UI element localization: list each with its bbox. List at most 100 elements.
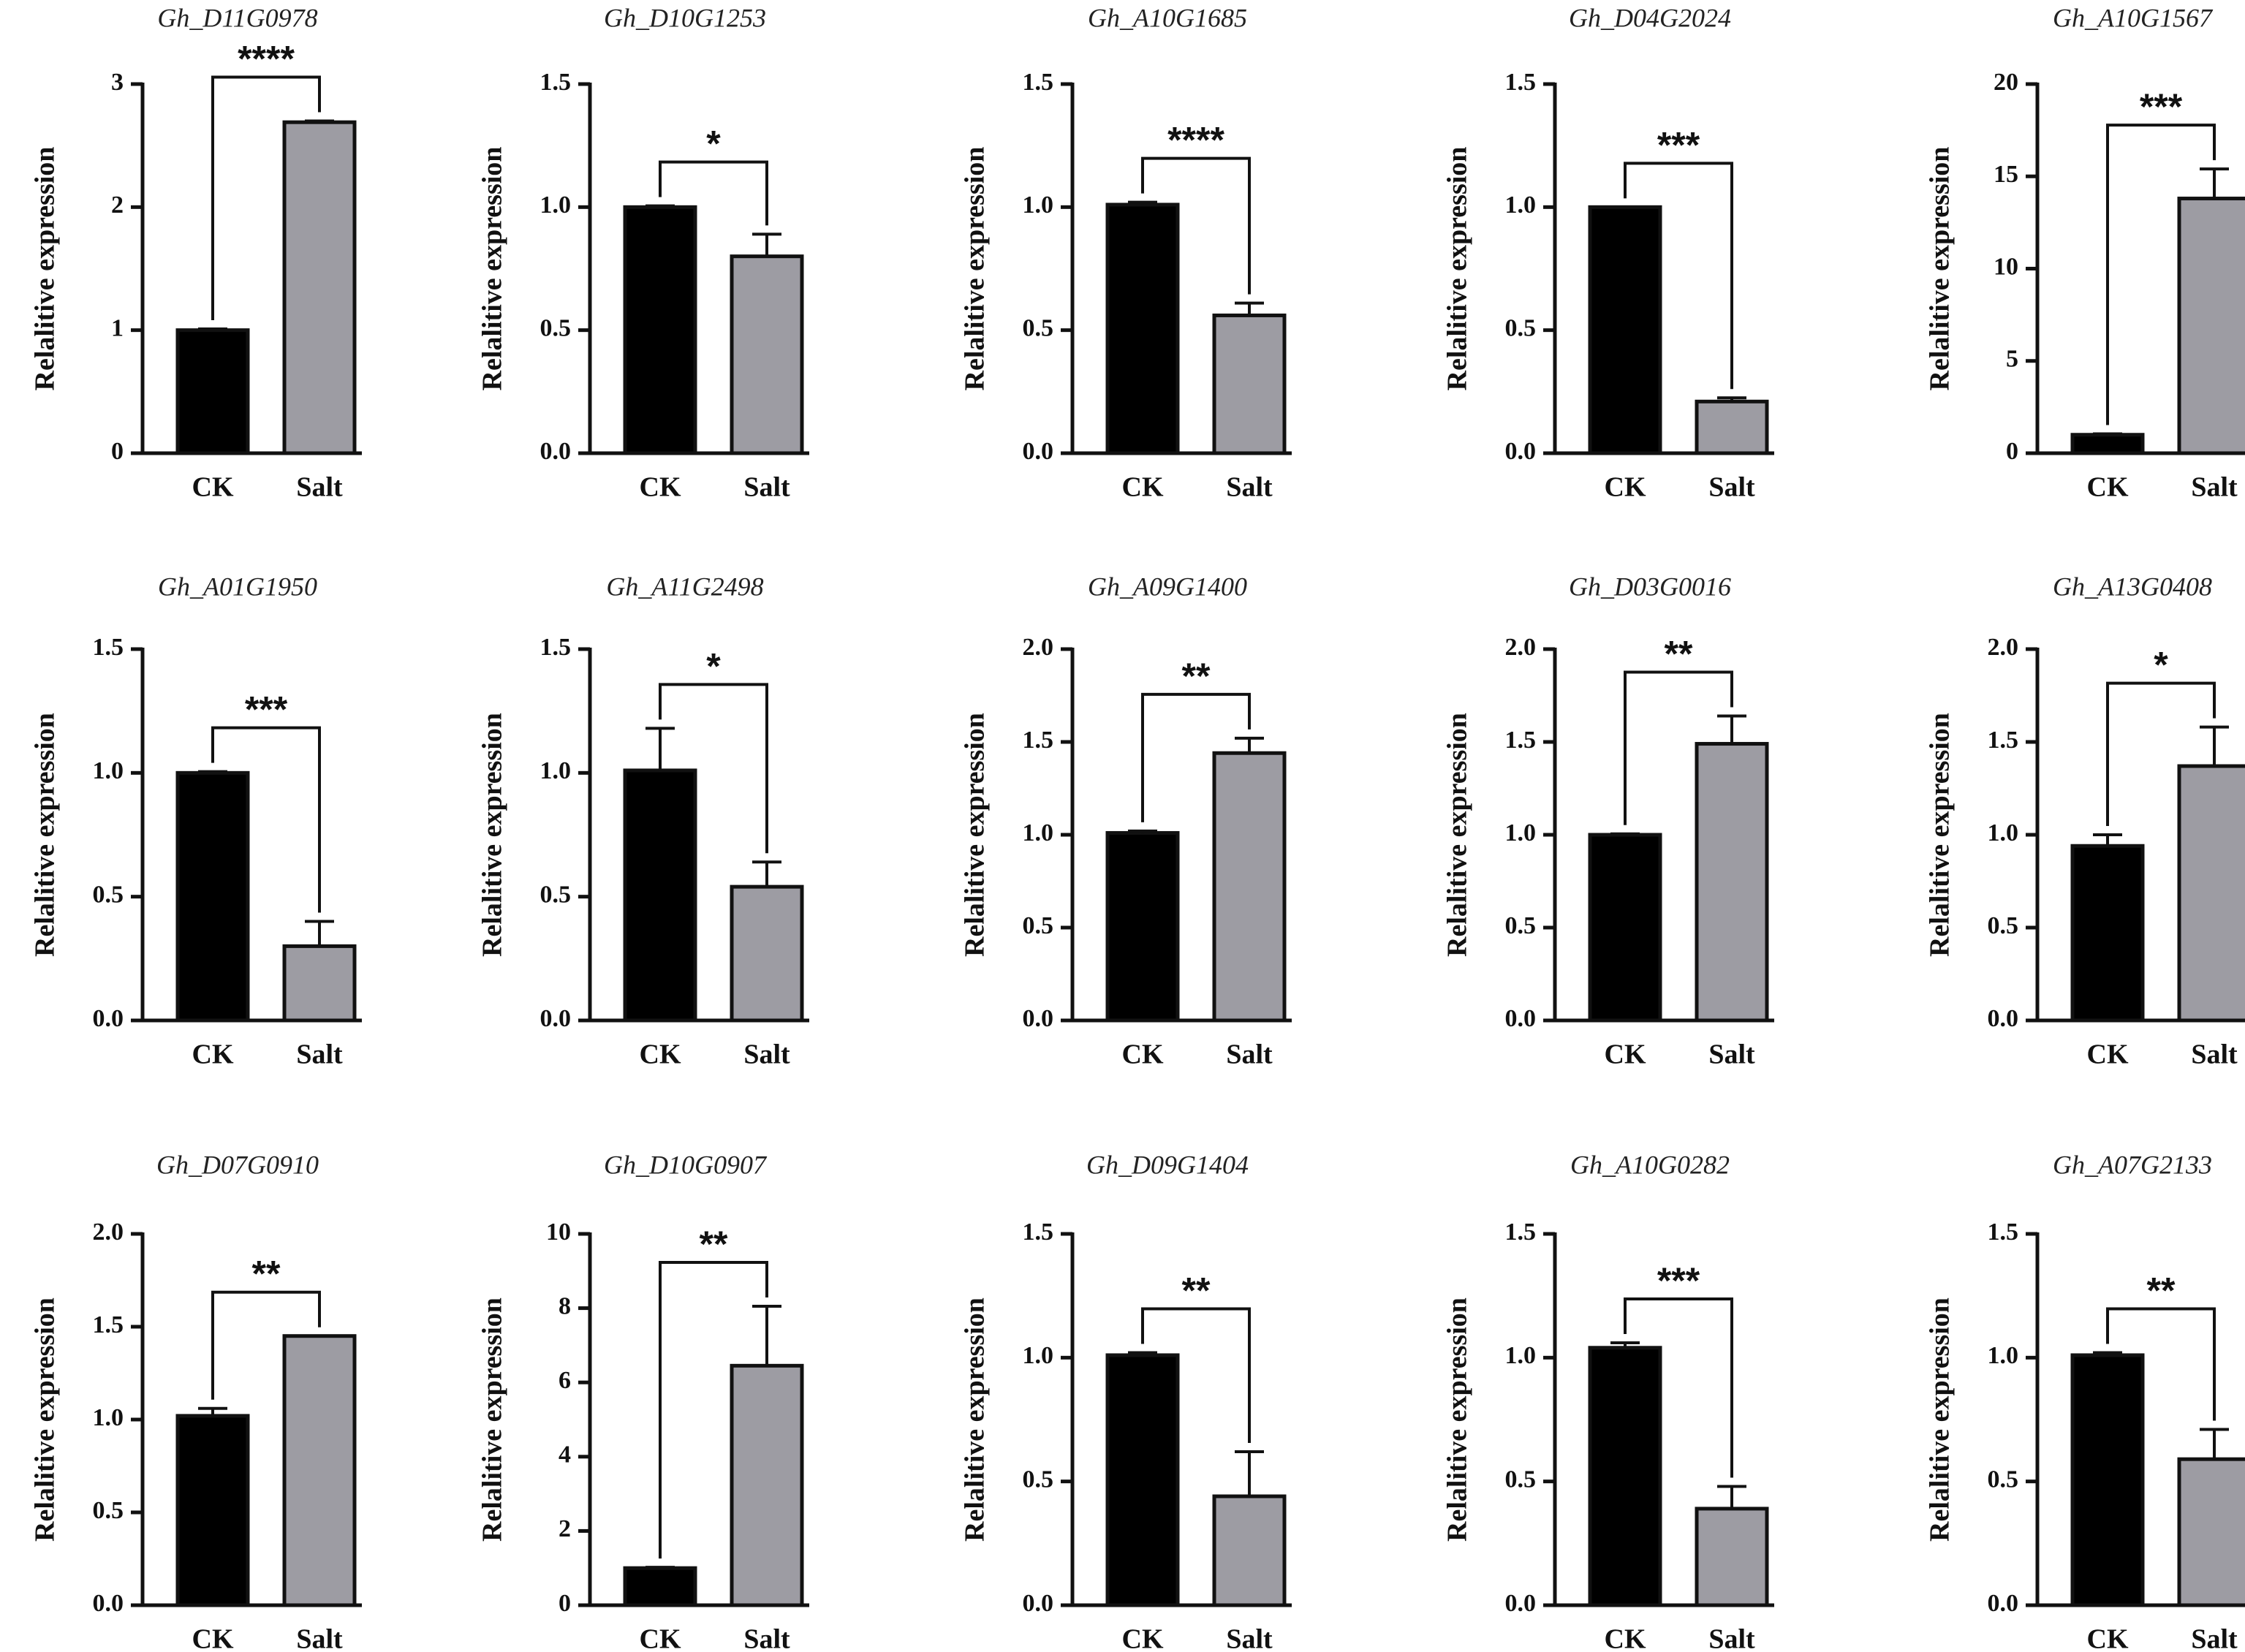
y-tick-label: 2.0 [1988,634,2019,661]
y-axis-label: Relalitive expression [30,713,61,957]
significance-bracket [1141,692,1251,822]
bar-salt [2177,764,2245,1023]
y-tick-label: 1.5 [1988,1219,2019,1246]
bar-salt [1695,1507,1769,1607]
y-tick-label: 2 [111,192,124,219]
x-tick-label: CK [640,472,681,503]
y-tick-label: 0.5 [1505,912,1537,939]
y-tick-label: 1.0 [1988,819,2019,846]
bar-ck [1105,1353,1180,1607]
y-tick-label: 1.5 [1023,727,1054,754]
y-tick-label: 1.0 [1505,1342,1537,1369]
chart-panel-15: Gh_A07G2133 Relalitive expression CK Salt 0.… [1925,1150,2245,1652]
y-tick-label: 0.5 [1505,1466,1537,1493]
x-tick-label: Salt [1708,472,1755,503]
bar-ck [623,205,697,455]
x-tick-label: CK [1605,1624,1646,1652]
panel-title: Gh_A07G2133 [2053,1150,2212,1179]
y-tick-label: 0.5 [1988,912,2019,939]
y-tick-label: 1.0 [540,192,572,219]
y-tick-label: 0 [559,1590,571,1617]
y-axis-label: Relalitive expression [1925,1297,1956,1542]
y-axis-label: Relalitive expression [960,1297,991,1542]
bar-ck [175,328,250,455]
chart-panel-4: Gh_D04G2024 Relalitive expression CK Salt 0.… [1442,3,1774,503]
significance-bracket [211,1290,321,1400]
x-tick-label: CK [1122,472,1164,503]
significance-label: *** [1657,124,1700,165]
y-tick-label: 1.0 [1023,1342,1054,1369]
y-axis-label: Relalitive expression [1442,1297,1473,1542]
bar-ck [623,768,697,1023]
x-tick-label: CK [1122,1039,1164,1070]
panel-title: Gh_D07G0910 [156,1150,319,1179]
y-tick-label: 5 [2006,346,2018,373]
y-tick-label: 0.0 [1505,1590,1537,1617]
y-tick-label: 2.0 [1505,634,1537,661]
bar-ck [1588,833,1662,1023]
x-tick-label: CK [2087,1624,2129,1652]
significance-bracket [659,1261,768,1559]
panel-title: Gh_D11G0978 [157,3,317,32]
bar-salt [1695,399,1769,455]
y-tick-label: 1.0 [1505,192,1537,219]
x-tick-label: Salt [743,1624,790,1652]
significance-label: ** [252,1254,281,1295]
panel-title: Gh_A13G0408 [2053,572,2212,601]
y-tick-label: 0.0 [540,438,572,465]
y-axis-label: Relalitive expression [477,147,508,391]
y-tick-label: 1.0 [93,757,124,784]
chart-panel-1: Gh_D11G0978 Relalitive expression CK Salt 0 1… [30,3,362,503]
panel-title: Gh_A10G1567 [2053,3,2214,32]
y-tick-label: 1.5 [1505,69,1537,96]
y-tick-label: 2.0 [93,1219,124,1246]
y-tick-label: 0.0 [1988,1005,2019,1032]
bar-salt [1695,742,1769,1023]
bar-salt [730,1363,804,1607]
x-tick-label: CK [1122,1624,1164,1652]
y-tick-label: 2.0 [1023,634,1054,661]
panel-title: Gh_D10G1253 [604,3,766,32]
x-tick-label: Salt [2191,472,2238,503]
y-tick-label: 0.5 [1988,1466,2019,1493]
significance-bracket [2106,124,2216,425]
bar-ck [1588,205,1662,455]
x-tick-label: Salt [296,1624,343,1652]
y-tick-label: 1.0 [93,1404,124,1431]
significance-bracket [2106,681,2216,826]
significance-label: * [706,124,721,164]
chart-panel-13: Gh_D09G1404 Relalitive expression CK Salt 0.… [960,1150,1292,1652]
panel-title: Gh_A11G2498 [606,572,763,601]
bar-ck [1105,202,1180,455]
significance-bracket [659,683,768,854]
significance-bracket [659,160,768,226]
bar-ck [175,770,250,1023]
y-tick-label: 6 [559,1367,571,1394]
x-tick-label: CK [2087,472,2129,503]
y-tick-label: 0.5 [1023,1466,1054,1493]
significance-label: ** [2147,1270,2176,1311]
bar-salt [282,120,357,455]
significance-label: **** [238,39,295,80]
x-tick-label: Salt [1708,1624,1755,1652]
chart-panel-12: Gh_D10G0907 Relalitive expression CK Salt 0 2… [477,1150,809,1652]
y-tick-label: 1.5 [1023,69,1054,96]
panel-title: Gh_A09G1400 [1088,572,1247,601]
x-tick-label: Salt [1226,1039,1273,1070]
bar-salt [1212,1494,1287,1607]
significance-bracket [1141,1307,1251,1444]
significance-label: ** [1182,1270,1211,1311]
y-tick-label: 1.0 [1023,819,1054,846]
y-tick-label: 0.0 [1505,1005,1537,1032]
y-tick-label: 0 [111,438,124,465]
y-axis-label: Relalitive expression [960,147,991,391]
chart-panel-3: Gh_A10G1685 Relalitive expression CK Salt 0.… [960,3,1292,503]
chart-panel-5: Gh_A10G1567 Relalitive expression CK Salt 0 5… [1925,3,2245,503]
significance-label: ** [1182,656,1211,697]
bar-salt [1212,751,1287,1023]
x-tick-label: CK [640,1624,681,1652]
y-tick-label: 0.5 [93,881,124,908]
x-tick-label: Salt [743,472,790,503]
x-tick-label: Salt [296,472,343,503]
significance-bracket [1624,1297,1733,1478]
